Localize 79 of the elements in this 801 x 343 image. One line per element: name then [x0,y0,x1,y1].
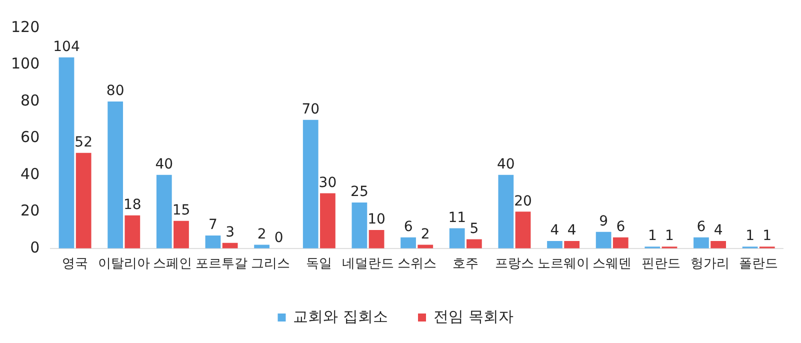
bar [222,242,238,248]
data-label: 40 [497,156,515,173]
data-label: 7 [208,217,218,234]
bar [710,241,726,248]
y-tick-label: 100 [10,54,40,73]
data-label: 9 [599,214,608,230]
bar [205,236,221,248]
data-label: 1 [648,228,657,244]
data-label: 15 [172,202,190,218]
legend-label: 교회와 집회소 [293,307,388,326]
bar [400,237,416,248]
x-tick-label: 이탈리아 [98,256,150,272]
x-tick-label: 스위스 [397,256,436,272]
data-label: 3 [226,224,235,241]
x-tick-label: 프랑스 [494,256,534,272]
bar [124,215,140,248]
data-label: 6 [616,219,626,236]
y-tick-label: 80 [20,91,40,110]
x-tick-label: 스페인 [153,256,192,272]
data-label: 0 [274,230,284,246]
data-label: 30 [318,174,337,191]
bar [352,202,368,248]
bar [694,237,709,248]
data-label: 10 [368,212,386,228]
x-tick-label: 핀란드 [641,256,680,272]
y-tick-label: 60 [20,128,40,146]
data-label: 52 [74,134,92,151]
bar [515,212,531,248]
bar [466,239,482,248]
data-label: 6 [404,219,413,236]
data-label: 4 [550,222,560,239]
data-label: 1 [762,228,772,244]
y-tick-label: 20 [20,202,40,220]
y-tick-label: 40 [20,164,40,183]
bar [612,237,628,248]
data-label: 2 [420,226,430,242]
legend-label: 전임 목회자 [434,307,514,326]
bar [564,241,580,248]
y-tick-label: 120 [10,18,40,36]
x-tick-label: 노르웨이 [537,256,590,272]
data-label: 2 [257,226,266,242]
bar [76,152,92,248]
bar [174,220,189,248]
bar [596,232,612,248]
x-tick-label: 스웨덴 [592,256,632,272]
data-label: 1 [665,228,674,244]
x-tick-label: 독일 [306,256,332,272]
data-label: 18 [124,196,142,213]
x-tick-label: 헝가리 [690,256,730,272]
x-tick-label: 그리스 [250,256,290,272]
bar [254,244,270,248]
data-label: 4 [714,222,723,239]
bar [418,244,434,248]
x-tick-label: 네덜란드 [342,256,394,272]
data-label: 104 [53,39,80,56]
bar [108,101,124,248]
bar [58,57,74,248]
data-label: 1 [746,228,755,244]
data-label: 70 [302,101,320,118]
x-tick-label: 폴란드 [739,256,778,272]
data-label: 25 [350,184,368,200]
x-tick-label: 호주 [452,256,479,272]
y-tick-label: 0 [30,238,40,256]
x-tick-label: 포르투갈 [196,256,248,272]
data-label: 4 [567,222,576,239]
bar [449,228,465,248]
data-label: 20 [514,193,532,210]
data-label: 5 [470,220,479,237]
bar [320,193,336,248]
bar [547,241,562,248]
x-tick-label: 영국 [62,256,88,272]
bar [302,120,318,248]
bar [156,174,172,248]
data-label: 6 [696,219,706,236]
data-label: 11 [448,210,466,226]
data-label: 80 [106,83,124,100]
data-label: 40 [155,156,174,173]
bar [368,230,384,248]
bar [498,174,514,248]
